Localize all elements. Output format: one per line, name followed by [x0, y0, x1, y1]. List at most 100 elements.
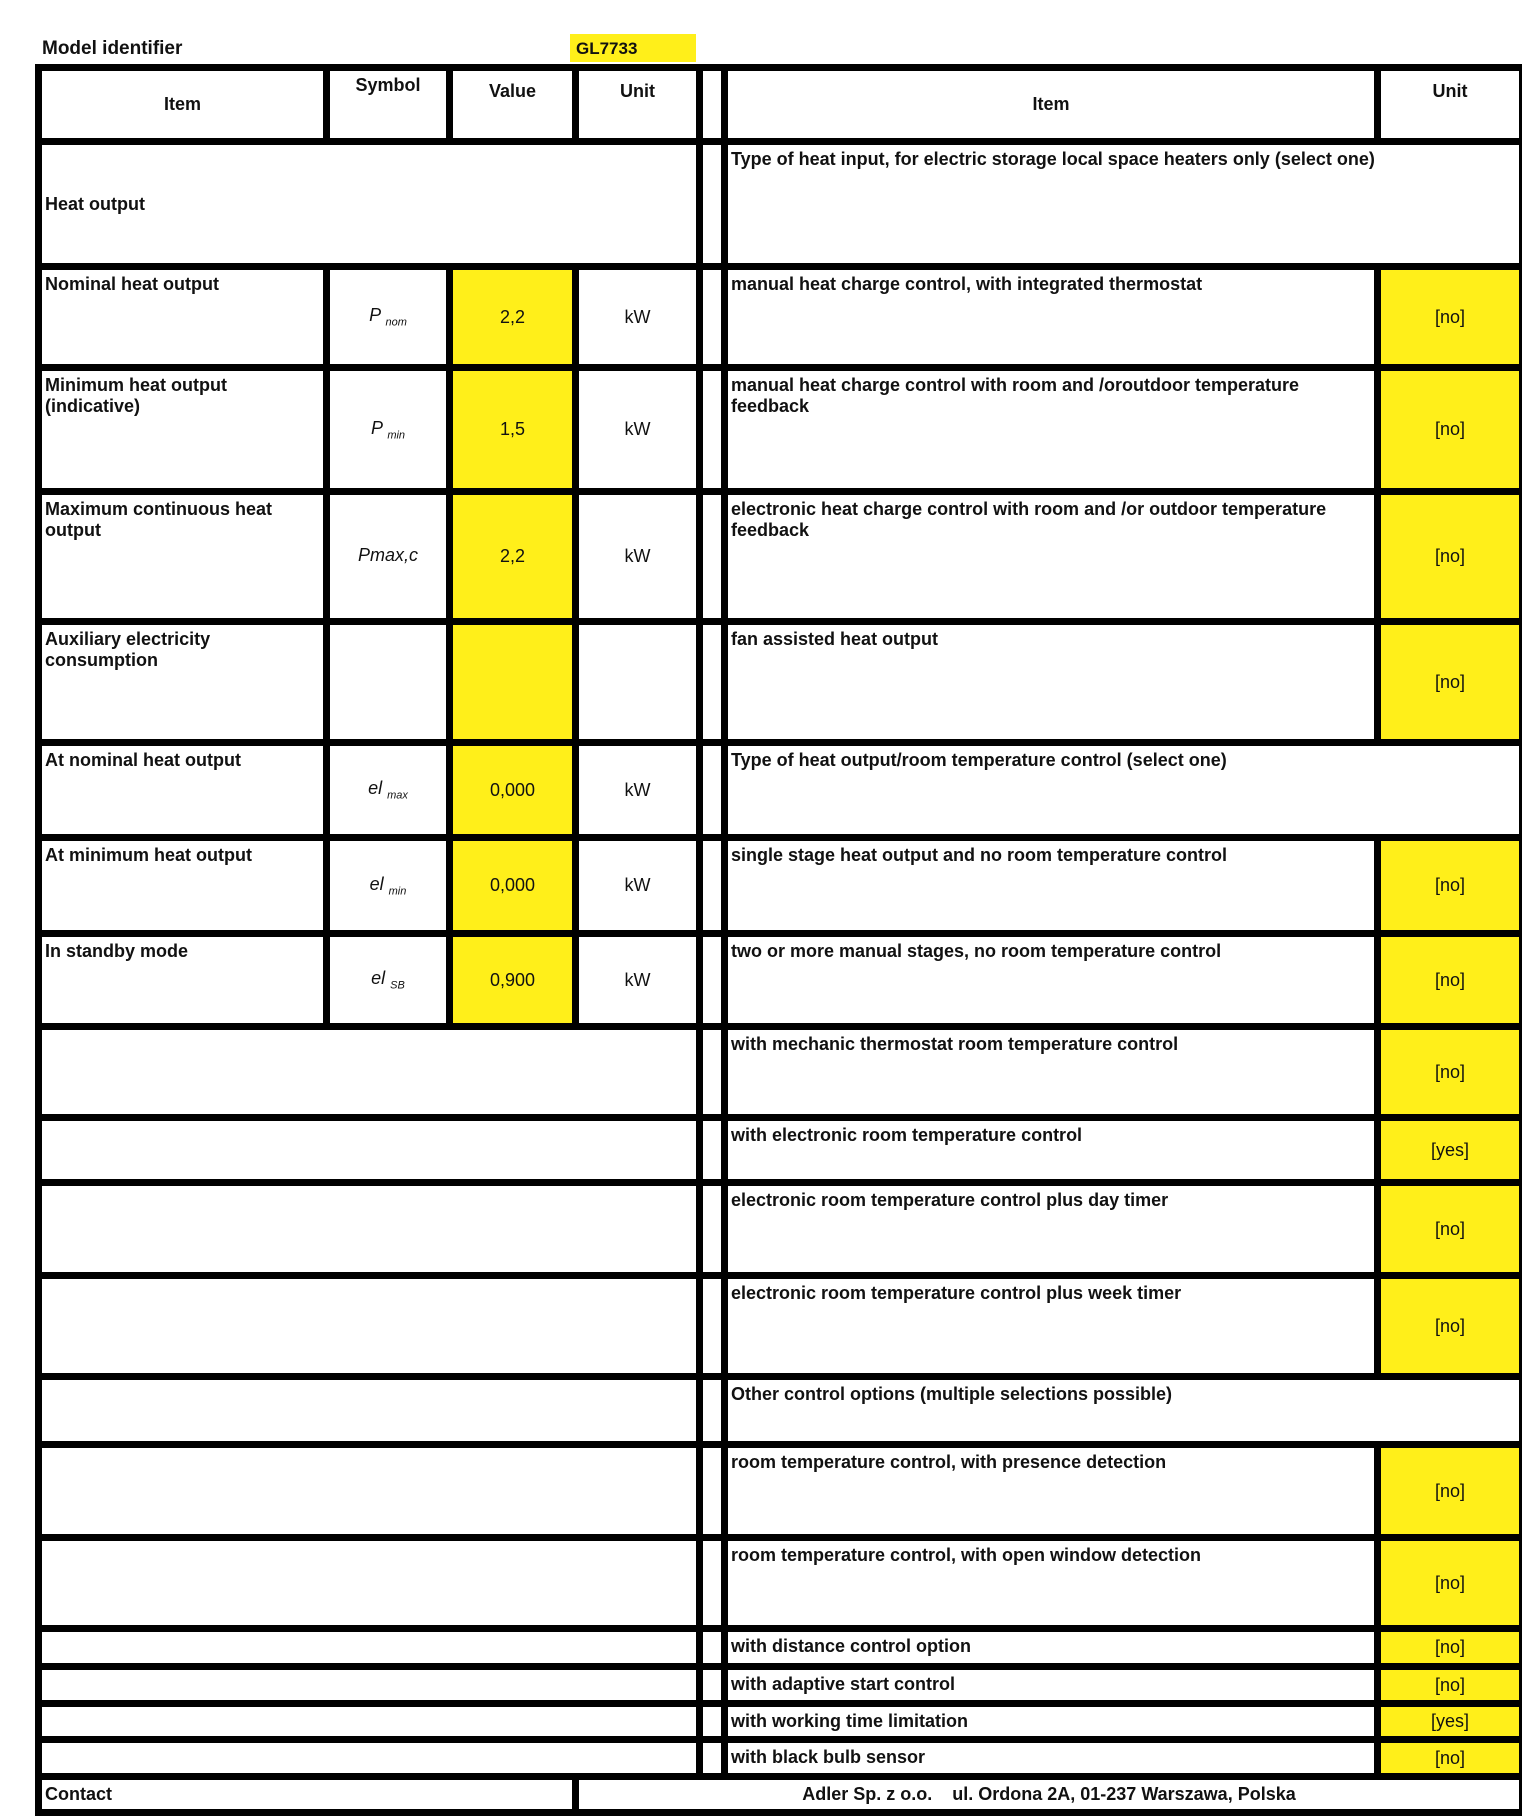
parameter-symbol: el max: [327, 743, 450, 838]
control-option-value: [no]: [1378, 1538, 1522, 1629]
parameter-value: 0,000: [450, 838, 576, 934]
left-section-cell: [39, 1704, 700, 1740]
contact-value: Adler Sp. z o.o. ul. Ordona 2A, 01-237 W…: [576, 1777, 1522, 1813]
control-option-value: [no]: [1378, 934, 1522, 1027]
parameter-value: 1,5: [450, 368, 576, 492]
symbol-text: el: [368, 778, 382, 798]
table-row: with adaptive start control[no]: [39, 1667, 1522, 1704]
column-gap: [700, 622, 725, 743]
parameter-value: 0,900: [450, 934, 576, 1027]
model-identifier-value: GL7733: [570, 34, 696, 62]
column-gap: [700, 1445, 725, 1538]
parameter-symbol: [327, 622, 450, 743]
right-section-header: Type of heat output/room temperature con…: [725, 743, 1522, 838]
control-option-value: [no]: [1378, 1445, 1522, 1538]
parameter-unit: kW: [576, 492, 700, 622]
left-section-cell: [39, 1027, 700, 1118]
symbol-text: P: [371, 418, 382, 438]
parameter-unit: kW: [576, 934, 700, 1027]
column-gap: [700, 1538, 725, 1629]
control-option-value: [no]: [1378, 1629, 1522, 1667]
left-section-cell: [39, 1118, 700, 1183]
parameter-value: 0,000: [450, 743, 576, 838]
parameter-unit: kW: [576, 838, 700, 934]
control-option-value: [no]: [1378, 1276, 1522, 1377]
column-gap: [700, 1276, 725, 1377]
parameter-item: Nominal heat output: [39, 267, 327, 368]
column-gap: [700, 1704, 725, 1740]
parameter-item: Minimum heat output (indicative): [39, 368, 327, 492]
table-row: Other control options (multiple selectio…: [39, 1377, 1522, 1445]
model-identifier-label: Model identifier: [42, 38, 182, 60]
column-gap: [700, 838, 725, 934]
product-information-table: Item Symbol Value Unit Item Unit Heat ou…: [35, 64, 1522, 1816]
header-row: Item Symbol Value Unit Item Unit: [39, 68, 1522, 142]
column-gap: [700, 743, 725, 838]
table-row: with working time limitation[yes]: [39, 1704, 1522, 1740]
control-option-item: manual heat charge control, with integra…: [725, 267, 1378, 368]
table-row: electronic room temperature control plus…: [39, 1183, 1522, 1276]
table-row: with black bulb sensor[no]: [39, 1740, 1522, 1777]
control-option-value: [no]: [1378, 1667, 1522, 1704]
table-row: electronic room temperature control plus…: [39, 1276, 1522, 1377]
control-option-item: with black bulb sensor: [725, 1740, 1378, 1777]
column-gap: [700, 142, 725, 267]
parameter-unit: kW: [576, 368, 700, 492]
symbol-subscript: SB: [390, 980, 405, 992]
parameter-symbol: el min: [327, 838, 450, 934]
parameter-unit: [576, 622, 700, 743]
control-option-item: with working time limitation: [725, 1704, 1378, 1740]
column-gap: [700, 1118, 725, 1183]
parameter-symbol: P nom: [327, 267, 450, 368]
control-option-value: [yes]: [1378, 1704, 1522, 1740]
left-section-cell: [39, 1377, 700, 1445]
table-row: room temperature control, with presence …: [39, 1445, 1522, 1538]
column-gap: [700, 267, 725, 368]
control-option-item: with adaptive start control: [725, 1667, 1378, 1704]
control-option-item: manual heat charge control with room and…: [725, 368, 1378, 492]
contact-label: Contact: [39, 1777, 576, 1813]
left-section-cell: Heat output: [39, 142, 700, 267]
header-right-unit: Unit: [1378, 68, 1522, 142]
table-row: Auxiliary electricity consumption fan as…: [39, 622, 1522, 743]
parameter-item: At nominal heat output: [39, 743, 327, 838]
parameter-symbol: el SB: [327, 934, 450, 1027]
right-section-header: Type of heat input, for electric storage…: [725, 142, 1522, 267]
column-gap: [700, 68, 725, 142]
control-option-value: [no]: [1378, 492, 1522, 622]
control-option-value: [yes]: [1378, 1118, 1522, 1183]
column-gap: [700, 1740, 725, 1777]
symbol-text: P: [369, 305, 380, 325]
header-right-item: Item: [725, 68, 1378, 142]
right-section-header: Other control options (multiple selectio…: [725, 1377, 1522, 1445]
control-option-value: [no]: [1378, 267, 1522, 368]
header-item: Item: [39, 68, 327, 142]
control-option-item: fan assisted heat output: [725, 622, 1378, 743]
symbol-subscript: max: [387, 790, 408, 802]
table-row: with distance control option[no]: [39, 1629, 1522, 1667]
parameter-item: Maximum continuous heat output: [39, 492, 327, 622]
control-option-value: [no]: [1378, 622, 1522, 743]
parameter-value: [450, 622, 576, 743]
header-value: Value: [450, 68, 576, 142]
symbol-subscript: min: [389, 885, 407, 897]
left-section-cell: [39, 1629, 700, 1667]
symbol-text: el: [371, 968, 385, 988]
parameter-item: At minimum heat output: [39, 838, 327, 934]
left-section-cell: [39, 1183, 700, 1276]
control-option-value: [no]: [1378, 368, 1522, 492]
parameter-value: 2,2: [450, 267, 576, 368]
parameter-value: 2,2: [450, 492, 576, 622]
control-option-item: electronic room temperature control plus…: [725, 1183, 1378, 1276]
column-gap: [700, 1667, 725, 1704]
control-option-value: [no]: [1378, 1183, 1522, 1276]
left-section-cell: [39, 1740, 700, 1777]
column-gap: [700, 492, 725, 622]
parameter-symbol: P min: [327, 368, 450, 492]
